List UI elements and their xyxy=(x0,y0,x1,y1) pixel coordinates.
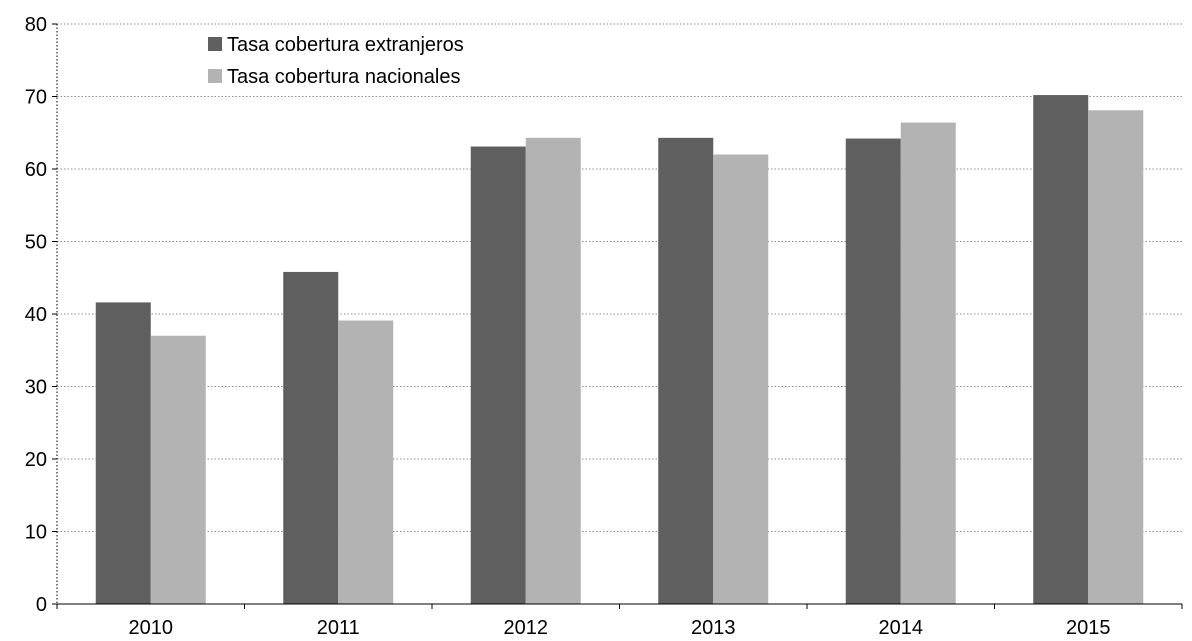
legend: Tasa cobertura extranjeros Tasa cobertur… xyxy=(208,34,464,88)
x-tick-label: 2015 xyxy=(1066,617,1111,639)
x-tick-label: 2012 xyxy=(504,617,549,639)
bar-nacionales-2011 xyxy=(338,320,394,604)
legend-swatch-nacionales xyxy=(208,69,222,83)
x-tick-label: 2010 xyxy=(129,617,174,639)
legend-label-extranjeros: Tasa cobertura extranjeros xyxy=(227,34,464,56)
y-tick-label: 30 xyxy=(25,377,47,399)
bar-extranjeros-2013 xyxy=(658,137,714,604)
bar-nacionales-2015 xyxy=(1088,110,1144,605)
y-axis-ticks: 0 10 20 30 40 50 60 70 80 xyxy=(25,14,57,616)
y-tick-label: 0 xyxy=(36,594,47,616)
y-tick-label: 60 xyxy=(25,159,47,181)
bar-extranjeros-2015 xyxy=(1033,95,1089,605)
gridlines xyxy=(57,23,1182,532)
bars xyxy=(95,95,1144,605)
bar-extranjeros-2011 xyxy=(283,271,339,604)
y-tick-label: 70 xyxy=(25,87,47,109)
legend-label-nacionales: Tasa cobertura nacionales xyxy=(227,66,460,88)
bar-nacionales-2012 xyxy=(525,137,581,604)
y-tick-label: 80 xyxy=(25,14,47,36)
legend-swatch-extranjeros xyxy=(208,37,222,51)
y-tick-label: 10 xyxy=(25,522,47,544)
y-tick-label: 50 xyxy=(25,232,47,254)
bar-extranjeros-2012 xyxy=(470,146,526,604)
bar-nacionales-2010 xyxy=(150,335,206,604)
bar-extranjeros-2010 xyxy=(95,302,151,604)
bar-nacionales-2013 xyxy=(713,154,769,604)
y-tick-label: 40 xyxy=(25,304,47,326)
x-axis-ticks: 2010 2011 2012 2013 2014 2015 xyxy=(56,604,1183,639)
x-tick-label: 2011 xyxy=(317,617,360,639)
x-tick-label: 2013 xyxy=(691,617,736,639)
x-tick-label: 2014 xyxy=(879,617,924,639)
bar-extranjeros-2014 xyxy=(845,138,901,605)
y-tick-label: 20 xyxy=(25,449,47,471)
bar-nacionales-2014 xyxy=(900,122,956,604)
